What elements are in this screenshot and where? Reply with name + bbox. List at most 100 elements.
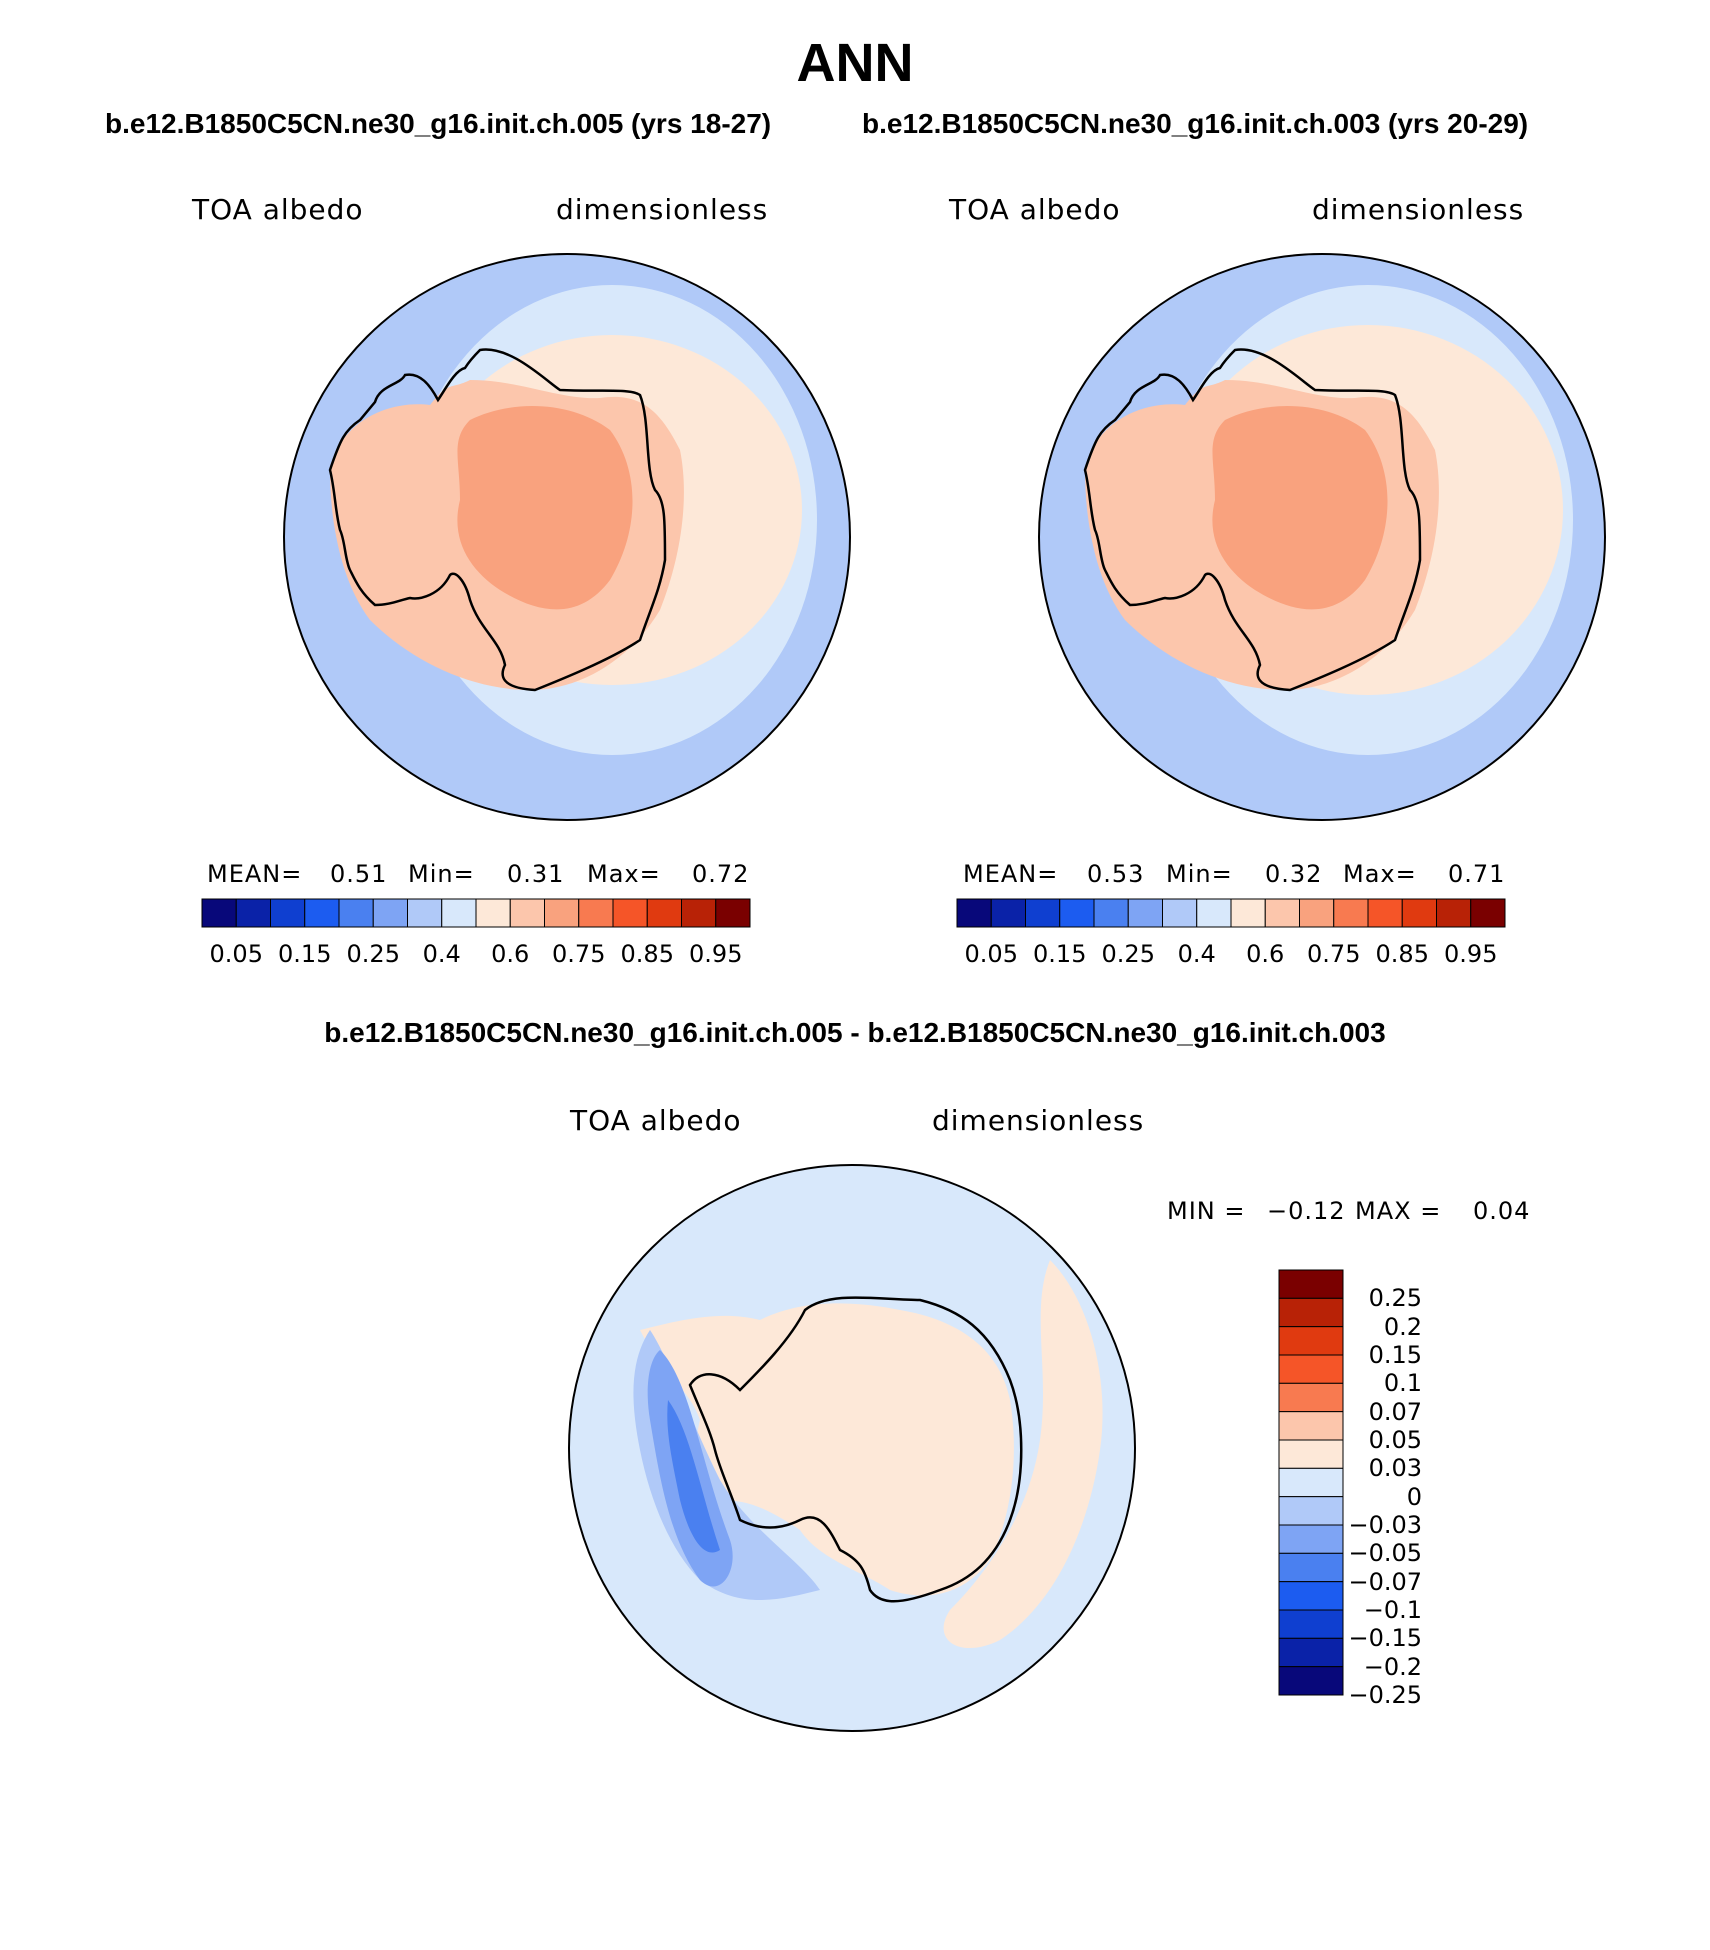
diff-max-label: MAX = <box>1355 1197 1442 1225</box>
panel1-colorbar-swatch <box>578 898 614 928</box>
diff-min-label: MIN = <box>1167 1197 1246 1225</box>
panel1-colorbar-swatch <box>372 898 408 928</box>
diff-title: b.e12.B1850C5CN.ne30_g16.init.ch.005 - b… <box>324 1017 1386 1048</box>
panel1-colorbar <box>201 898 751 928</box>
figure-title: ANN <box>796 33 914 93</box>
diff-colorbar-tick-label: 0.1 <box>1383 1369 1422 1398</box>
panel2-variable-label: TOA albedo <box>949 193 1121 226</box>
panel2-mean-label: MEAN= <box>963 860 1059 888</box>
panel2-max-value: 0.71 <box>1448 860 1506 888</box>
diff-colorbar-swatch <box>1278 1552 1344 1583</box>
panel2-colorbar-swatch <box>1093 898 1129 928</box>
diff-min-value: −0.12 <box>1267 1197 1346 1225</box>
panel2-colorbar-tick-label: 0.75 <box>1307 940 1361 968</box>
diff-colorbar-tick-label: −0.03 <box>1348 1511 1422 1539</box>
diff-colorbar-tick-label: 0.03 <box>1368 1454 1422 1483</box>
diff-colorbar <box>1278 1269 1344 1696</box>
diff-antarctica-coastline <box>688 1296 1023 1603</box>
diff-colorbar-tick-label: −0.05 <box>1348 1539 1422 1568</box>
panel1-variable-label: TOA albedo <box>192 193 364 226</box>
panel2-min-value: 0.32 <box>1265 860 1323 888</box>
panel2-min-label: Min= <box>1166 860 1233 888</box>
panel2-map <box>1038 253 1606 821</box>
panel1-min-value: 0.31 <box>507 860 565 888</box>
diff-colorbar-tick-label: 0 <box>1406 1482 1422 1511</box>
panel2-colorbar-swatch <box>1436 898 1472 928</box>
diff-colorbar-swatch <box>1278 1467 1344 1498</box>
panel1-colorbar-swatch <box>407 898 443 928</box>
panel2-colorbar-swatch <box>1162 898 1198 928</box>
panel2-antarctica-coastline <box>1083 348 1422 692</box>
panel1-mean-label: MEAN= <box>207 860 303 888</box>
diff-colorbar-swatch <box>1278 1637 1344 1668</box>
diff-colorbar-tick-label: 0.05 <box>1368 1426 1422 1454</box>
panel1-colorbar-swatch <box>646 898 682 928</box>
panel1-colorbar-tick-label: 0.25 <box>346 940 400 968</box>
diff-colorbar-tick-label: −0.2 <box>1363 1652 1422 1681</box>
panel2-max-label: Max= <box>1343 860 1417 888</box>
panel1-colorbar-swatch <box>475 898 511 928</box>
diff-colorbar-tick-label: 0.25 <box>1368 1284 1422 1313</box>
panel2-colorbar-swatch <box>1059 898 1095 928</box>
panel2-colorbar-tick-label: 0.15 <box>1033 940 1087 968</box>
diff-colorbar-tick-label: 0.15 <box>1368 1341 1422 1369</box>
diff-colorbar-swatch <box>1278 1297 1344 1328</box>
panel2-colorbar-tick-label: 0.05 <box>964 940 1018 968</box>
panel2-colorbar-swatch <box>1025 898 1061 928</box>
diff-colorbar-swatch <box>1278 1609 1344 1639</box>
panel1-colorbar-tick-label: 0.75 <box>552 940 606 968</box>
panel1-colorbar-swatch <box>201 898 237 928</box>
panel2-mean-value: 0.53 <box>1087 860 1145 888</box>
panel2-colorbar-tick-label: 0.95 <box>1444 940 1498 968</box>
panel2-colorbar-swatch <box>1470 898 1506 928</box>
panel1-min-label: Min= <box>408 860 475 888</box>
panel2-colorbar-swatch <box>1299 898 1335 928</box>
diff-colorbar-swatch <box>1278 1666 1344 1696</box>
diff-colorbar-swatch <box>1278 1354 1344 1384</box>
panel2-colorbar-swatch <box>1127 898 1163 928</box>
panel1-colorbar-swatch <box>270 898 306 928</box>
diff-colorbar-swatch <box>1278 1581 1344 1611</box>
panel2-colorbar-swatch <box>1230 898 1266 928</box>
diff-max-value: 0.04 <box>1473 1197 1531 1225</box>
panel2-colorbar-tick-label: 0.85 <box>1375 940 1429 968</box>
diff-colorbar-swatch <box>1278 1496 1344 1526</box>
diff-colorbar-tick-label: 0.07 <box>1368 1397 1422 1426</box>
case1-title: b.e12.B1850C5CN.ne30_g16.init.ch.005 (yr… <box>105 108 772 139</box>
panel1-max-label: Max= <box>587 860 661 888</box>
panel2-units-label: dimensionless <box>1312 193 1525 226</box>
panel1-colorbar-tick-label: 0.6 <box>491 940 530 968</box>
panel2-colorbar-swatch <box>956 898 992 928</box>
diff-variable-label: TOA albedo <box>570 1104 742 1137</box>
diff-units-label: dimensionless <box>932 1104 1145 1137</box>
panel2-colorbar-tick-label: 0.25 <box>1101 940 1155 968</box>
panel2-colorbar <box>956 898 1506 928</box>
panel1-units-label: dimensionless <box>556 193 769 226</box>
diff-map <box>568 1164 1136 1732</box>
panel2-colorbar-swatch <box>990 898 1026 928</box>
panel1-colorbar-swatch <box>338 898 374 928</box>
diff-colorbar-swatch <box>1278 1326 1344 1356</box>
panel1-colorbar-swatch <box>544 898 580 928</box>
panel2-colorbar-swatch <box>1264 898 1300 928</box>
diff-colorbar-tick-label: −0.15 <box>1348 1624 1422 1653</box>
panel1-colorbar-swatch <box>235 898 271 928</box>
panel1-colorbar-swatch <box>681 898 717 928</box>
case2-title: b.e12.B1850C5CN.ne30_g16.init.ch.003 (yr… <box>862 108 1529 139</box>
diff-colorbar-tick-label: −0.25 <box>1348 1681 1422 1709</box>
panel1-colorbar-tick-label: 0.95 <box>689 940 743 968</box>
panel1-colorbar-swatch <box>612 898 648 928</box>
panel2-colorbar-swatch <box>1333 898 1369 928</box>
panel2-colorbar-swatch <box>1367 898 1403 928</box>
panel1-max-value: 0.72 <box>692 860 750 888</box>
diff-colorbar-tick-label: 0.2 <box>1383 1312 1422 1341</box>
diff-colorbar-swatch <box>1278 1411 1344 1441</box>
diff-colorbar-swatch <box>1278 1524 1344 1554</box>
panel1-mean-value: 0.51 <box>330 860 388 888</box>
diff-colorbar-swatch <box>1278 1269 1344 1299</box>
diff-colorbar-tick-label: −0.1 <box>1363 1596 1422 1624</box>
panel2-colorbar-swatch <box>1196 898 1232 928</box>
panel1-colorbar-tick-label: 0.15 <box>278 940 332 968</box>
panel1-map <box>283 253 851 821</box>
panel1-colorbar-tick-label: 0.85 <box>620 940 674 968</box>
